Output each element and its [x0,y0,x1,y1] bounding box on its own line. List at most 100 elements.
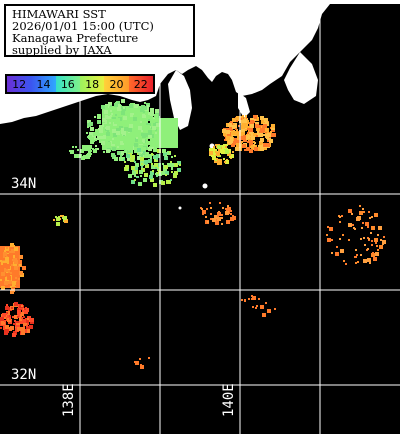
sst-pixel [174,163,178,167]
sst-pixel [219,202,221,204]
sst-pixel [372,252,374,254]
sst-pixel [140,108,144,112]
sst-pixel [0,317,4,321]
sst-pixel [142,114,146,118]
sst-pixel [108,115,112,119]
sst-pixel [374,238,378,242]
sst-pixel [235,147,239,151]
sst-pixel [252,306,254,308]
sst-pixel [231,141,233,143]
sst-pixel [265,302,267,304]
sst-pixel [95,145,97,147]
sst-pixel [233,141,237,145]
sst-pixel [88,135,92,139]
sst-pixel [364,244,366,246]
sst-cluster-east-34n [200,202,236,225]
sst-pixel [218,161,222,165]
sst-pixel [124,161,126,163]
sst-pixel [75,146,77,148]
sst-pixel [135,361,139,365]
sst-pixel [331,252,333,254]
sst-pixel [243,119,247,123]
sst-pixel [138,140,142,144]
sst-pixel [254,119,256,121]
sst-pixel [19,264,21,266]
sst-pixel [15,255,19,259]
sst-pixel [228,123,232,127]
sst-pixel [229,127,233,131]
sst-pixel [95,129,99,133]
sst-cluster-izu-south [123,148,181,187]
sst-pixel [164,165,168,169]
sst-pixel [140,175,142,177]
title-line-3: Kanagawa Prefecture [12,31,139,45]
sst-pixel [11,249,15,253]
colorbar-segment-16: 16 [55,76,80,92]
colorbar-segment-14: 14 [31,76,56,92]
sst-pixel [216,152,220,156]
sst-pixel [260,138,264,142]
sst-pixel [377,234,379,236]
sst-pixel [123,141,125,143]
sst-pixel [258,298,260,300]
sst-pixel [10,270,12,272]
sst-pixel [348,209,352,213]
sst-pixel [140,158,142,160]
sst-pixel [377,249,379,251]
sst-pixel [157,163,161,167]
sst-pixel [256,305,258,307]
sst-pixel [124,127,128,131]
sst-pixel [135,138,139,142]
sst-pixel [348,223,352,227]
sst-pixel [137,106,141,110]
sst-pixel [53,219,55,221]
sst-pixel [120,141,124,145]
sst-pixel [120,155,122,157]
sst-pixel [210,213,212,215]
sst-pixel [111,153,115,157]
sst-pixel [142,126,146,130]
sst-pixel [58,216,60,218]
sst-pixel [104,105,108,109]
sst-pixel [140,121,142,123]
sst-cluster-mid [241,295,276,317]
sst-pixel [368,238,370,240]
sst-pixel [19,255,23,259]
sst-pixel [341,215,343,217]
sst-pixel [74,154,78,158]
sst-pixel [244,117,246,119]
sst-pixel [382,243,384,245]
sst-pixel [127,150,131,154]
sst-pixel [255,145,257,147]
sst-pixel [214,215,218,219]
sst-pixel [177,168,181,172]
sst-pixel [171,163,175,167]
sst-pixel [263,124,267,128]
sst-pixel [127,157,131,161]
sst-pixel [136,121,140,125]
sst-pixel [212,218,216,222]
title-line-4: supplied by JAXA [12,43,112,57]
sst-pixel [247,132,249,134]
sst-pixel [152,126,156,130]
sst-pixel [114,120,118,124]
sst-pixel [140,364,142,366]
sst-pixel [212,156,216,160]
sst-pixel [25,307,27,309]
sst-pixel [136,137,138,139]
sst-pixel [249,140,253,144]
sst-pixel [136,127,138,129]
sst-pixel [101,105,105,109]
sst-pixel [221,214,223,216]
sst-pixel [55,216,57,218]
sst-pixel [222,207,224,209]
sst-pixel [155,132,157,134]
sst-pixel [151,165,155,169]
sst-pixel [143,178,147,182]
sst-pixel [267,309,271,313]
sst-pixel [251,145,253,147]
sst-pixel [19,271,23,275]
colorbar-segment-20: 20 [104,76,129,92]
sst-pixel [5,257,9,261]
